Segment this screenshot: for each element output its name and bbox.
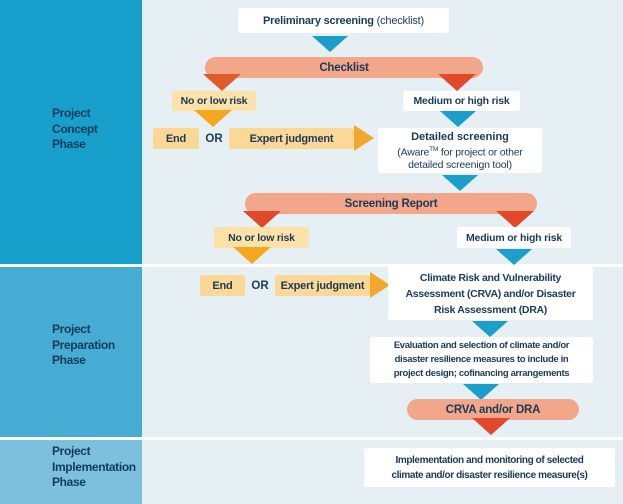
preliminary-screening-box: Preliminary screening (checklist) [238, 8, 449, 33]
detailed-screening-sub: (Aware [397, 146, 430, 159]
no-low-risk-label-2: No or low risk [214, 227, 309, 248]
end-box-1: End [153, 128, 199, 149]
down-arrow-icon [194, 110, 232, 127]
down-arrow-icon [243, 211, 281, 228]
right-arrow-icon [370, 272, 390, 298]
down-arrow-icon [312, 36, 348, 52]
down-arrow-icon [233, 247, 271, 264]
end-box-2: End [200, 275, 245, 296]
phase-band-implementation [0, 440, 142, 504]
preliminary-screening-suffix: (checklist) [373, 14, 425, 27]
down-arrow-icon [472, 321, 508, 337]
down-arrow-icon [438, 74, 476, 91]
implementation-monitoring-box: Implementation and monitoring of selecte… [364, 448, 615, 487]
detailed-screening-box: Detailed screening (AwareTM for project … [378, 128, 542, 173]
right-arrow-icon [354, 125, 374, 151]
down-arrow-icon [496, 211, 534, 228]
screening-report-bar: Screening Report [245, 193, 537, 214]
phase-label-concept: Project Concept Phase [52, 106, 98, 151]
expert-judgment-box-1: Expert judgment [229, 128, 354, 149]
medium-high-risk-label-2: Medium or high risk [457, 227, 571, 248]
down-arrow-icon [203, 74, 241, 91]
down-arrow-icon [463, 384, 499, 400]
down-arrow-icon [496, 249, 532, 265]
medium-high-risk-label-1: Medium or high risk [403, 91, 520, 111]
detailed-screening-title: Detailed screening [411, 130, 509, 143]
or-connector-label-1: OR [205, 132, 223, 145]
phase-label-implementation: Project Implementation Phase [52, 444, 136, 489]
or-connector-label-2: OR [251, 279, 269, 292]
crva-dra-assessment-box: Climate Risk and Vulnerability Assessmen… [388, 267, 593, 320]
phase-band-preparation [0, 267, 142, 437]
preliminary-screening-title: Preliminary screening [263, 14, 374, 27]
phase-divider-line [0, 437, 623, 440]
crva-dra-bar: CRVA and/or DRA [407, 399, 579, 420]
no-low-risk-label-1: No or low risk [172, 91, 256, 111]
detailed-screening-sub-rest: for project or other detailed screenign … [408, 146, 523, 171]
expert-judgment-box-2: Expert judgment [275, 275, 370, 296]
evaluation-selection-box: Evaluation and selection of climate and/… [370, 337, 593, 383]
phase-label-preparation: Project Preparation Phase [52, 322, 115, 367]
phase-band-concept [0, 0, 142, 264]
down-arrow-icon [440, 111, 476, 127]
down-arrow-icon [472, 418, 510, 435]
trademark-superscript: TM [429, 145, 439, 153]
down-arrow-icon [442, 175, 478, 191]
phase-divider-line [0, 264, 623, 267]
checklist-bar: Checklist [205, 57, 483, 78]
